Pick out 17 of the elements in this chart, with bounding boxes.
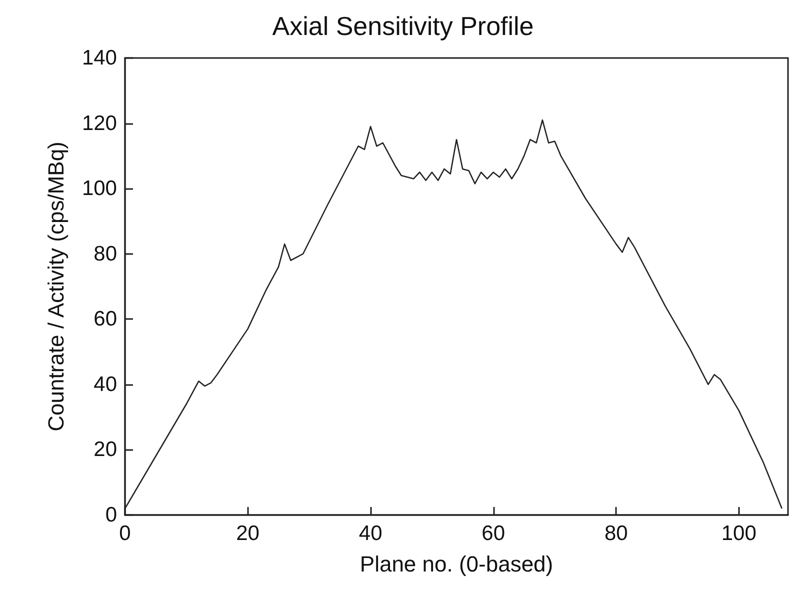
- y-tick-label: 80: [94, 242, 117, 266]
- x-tick-label: 80: [604, 522, 628, 545]
- y-tick-label: 120: [82, 112, 117, 135]
- y-tick-label: 0: [105, 504, 117, 526]
- y-tick-label: 40: [94, 372, 117, 396]
- x-tick-label: 100: [721, 522, 756, 545]
- chart-title: Axial Sensitivity Profile: [272, 11, 534, 41]
- y-tick-label: 100: [82, 177, 117, 200]
- y-tick-label: 60: [94, 308, 117, 331]
- x-tick-label: 20: [236, 522, 260, 545]
- y-tick-label: 140: [82, 46, 117, 70]
- y-tick-label: 20: [94, 438, 117, 462]
- y-axis-title: Countrate / Activity (cps/MBq): [44, 142, 68, 432]
- x-tick-label: 60: [482, 522, 506, 545]
- x-axis-title: Plane no. (0-based): [360, 552, 554, 576]
- x-tick-label: 0: [119, 522, 131, 545]
- x-tick-label: 40: [358, 522, 382, 545]
